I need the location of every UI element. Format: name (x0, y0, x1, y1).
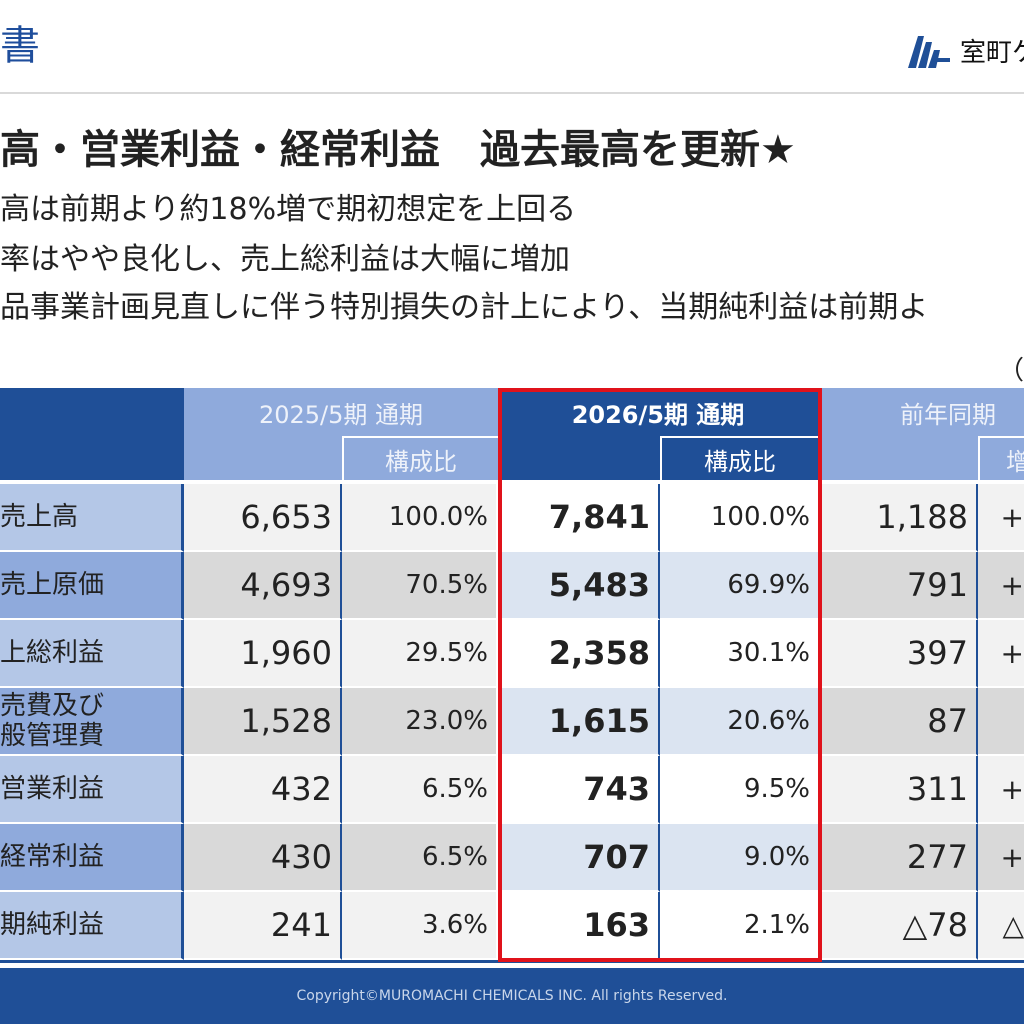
row-label-text: 期純利益 (0, 910, 105, 940)
prev-ratio-header: 構成比 (342, 436, 498, 480)
yoy-header-blank (818, 436, 978, 480)
cell-tail: + (978, 824, 1024, 892)
cell-curr: 707 (498, 824, 660, 892)
company-name: 室町ケ (960, 37, 1024, 68)
curr-period-header-blank (498, 436, 660, 480)
row-label-text: 売上原価 (0, 570, 105, 600)
cell-curr: 7,841 (498, 484, 660, 552)
cell-prev: 4,693 (184, 552, 342, 620)
row-label-text: 営業利益 (0, 774, 105, 804)
cell-curr-ratio: 69.9% (660, 552, 818, 620)
table-header-corner (0, 388, 184, 480)
company-logo-icon (908, 36, 950, 68)
row-label-5: 経常利益 (0, 824, 184, 892)
row-label-text: 経常利益 (0, 842, 105, 872)
cell-curr-ratio: 9.5% (660, 756, 818, 824)
cell-curr: 5,483 (498, 552, 660, 620)
cell-curr: 743 (498, 756, 660, 824)
row-label-text: 上総利益 (0, 638, 105, 668)
cell-tail: + (978, 620, 1024, 688)
cell-prev-ratio: 70.5% (342, 552, 498, 620)
row-label-text-2: 般管理費 (0, 721, 105, 751)
row-label-text: 売費及び (0, 691, 105, 721)
unit-note: （百 (998, 356, 1024, 386)
cell-prev-ratio: 100.0% (342, 484, 498, 552)
row-label-4: 営業利益 (0, 756, 184, 824)
page-header-title: 書 (0, 23, 40, 69)
cell-diff: 397 (818, 620, 978, 688)
bullet-1: 高は前期より約18%増で期初想定を上回る (0, 192, 577, 227)
cell-prev: 432 (184, 756, 342, 824)
cell-curr-ratio: 30.1% (660, 620, 818, 688)
cell-diff: 1,188 (818, 484, 978, 552)
cell-tail: + (978, 756, 1024, 824)
cell-diff: 311 (818, 756, 978, 824)
headline: 高・営業利益・経常利益 過去最高を更新★ (0, 127, 796, 173)
cell-tail: + (978, 552, 1024, 620)
footer-copyright: Copyright©MUROMACHI CHEMICALS INC. All r… (0, 968, 1024, 1024)
row-label-text: 売上高 (0, 502, 79, 532)
bullet-3: 品事業計画見直しに伴う特別損失の計上により、当期純利益は前期よ (0, 290, 929, 325)
cell-prev-ratio: 6.5% (342, 756, 498, 824)
row-label-6: 期純利益 (0, 892, 184, 960)
cell-prev: 6,653 (184, 484, 342, 552)
yoy-sub-header: 增 (978, 436, 1024, 480)
table-bottom-rule (0, 960, 1024, 963)
cell-prev: 241 (184, 892, 342, 960)
cell-diff: 791 (818, 552, 978, 620)
prev-period-header: 2025/5期 通期 (184, 388, 498, 436)
cell-prev-ratio: 3.6% (342, 892, 498, 960)
row-label-0: 売上高 (0, 484, 184, 552)
cell-tail: △ (978, 892, 1024, 960)
cell-prev-ratio: 23.0% (342, 688, 498, 756)
curr-ratio-header: 構成比 (660, 436, 818, 480)
cell-curr-ratio: 9.0% (660, 824, 818, 892)
cell-curr-ratio: 20.6% (660, 688, 818, 756)
cell-prev: 430 (184, 824, 342, 892)
cell-curr: 1,615 (498, 688, 660, 756)
cell-curr-ratio: 2.1% (660, 892, 818, 960)
header-divider (0, 92, 1024, 94)
cell-curr: 163 (498, 892, 660, 960)
yoy-header: 前年同期 (818, 388, 1024, 436)
cell-diff: 277 (818, 824, 978, 892)
cell-tail (978, 688, 1024, 756)
cell-tail: + (978, 484, 1024, 552)
bullet-2: 率はやや良化し、売上総利益は大幅に増加 (0, 242, 570, 277)
cell-diff: △78 (818, 892, 978, 960)
cell-prev-ratio: 6.5% (342, 824, 498, 892)
row-label-3: 売費及び 般管理費 (0, 688, 184, 756)
cell-prev: 1,960 (184, 620, 342, 688)
row-label-1: 売上原価 (0, 552, 184, 620)
cell-curr-ratio: 100.0% (660, 484, 818, 552)
brand: 室町ケ (906, 28, 1024, 72)
cell-prev-ratio: 29.5% (342, 620, 498, 688)
curr-period-header: 2026/5期 通期 (498, 388, 818, 436)
cell-prev: 1,528 (184, 688, 342, 756)
prev-period-header-blank (184, 436, 342, 480)
cell-curr: 2,358 (498, 620, 660, 688)
row-label-2: 上総利益 (0, 620, 184, 688)
cell-diff: 87 (818, 688, 978, 756)
